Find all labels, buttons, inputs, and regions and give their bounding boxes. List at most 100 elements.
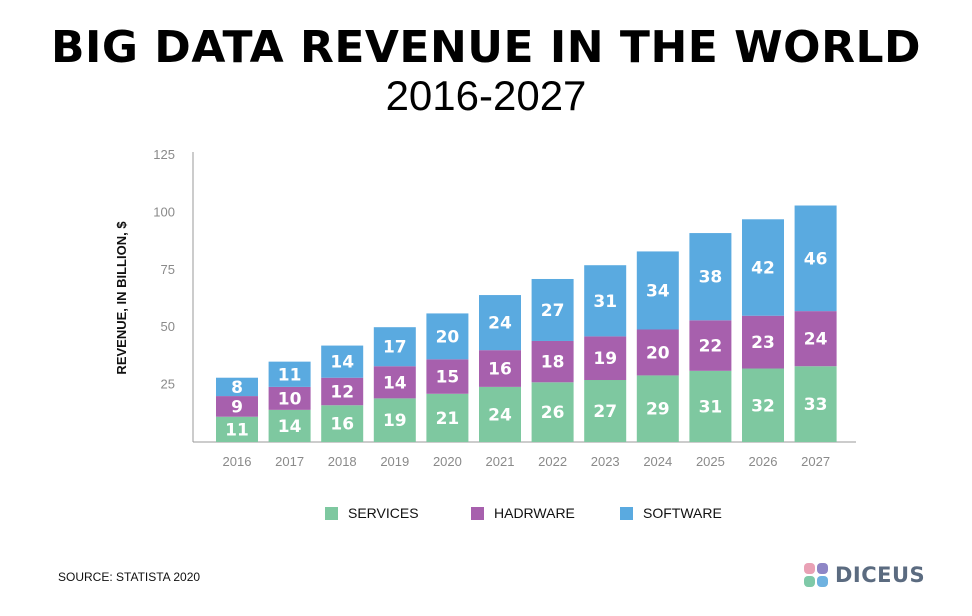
data-label-software-2019: 17 <box>383 338 407 358</box>
bar-services-2019 <box>373 398 416 442</box>
data-label-services-2018: 16 <box>330 415 354 435</box>
data-label-software-2025: 38 <box>699 268 723 288</box>
legend-swatch-hardware <box>471 506 484 520</box>
data-label-services-2027: 33 <box>804 395 828 415</box>
data-label-hadrware-2027: 24 <box>804 330 828 350</box>
bar-software-2016 <box>216 377 258 397</box>
data-label-software-2016: 8 <box>231 378 243 398</box>
x-tick-label-2026: 2026 <box>749 454 778 469</box>
data-label-services-2026: 32 <box>751 396 775 416</box>
bar-services-2025 <box>689 370 732 442</box>
data-label-software-2017: 11 <box>278 365 302 385</box>
bar-hadrware-2024 <box>636 329 679 376</box>
bar-software-2018 <box>321 345 364 378</box>
y-tick-label-25: 25 <box>161 377 175 392</box>
data-label-services-2022: 26 <box>541 403 565 423</box>
data-label-software-2022: 27 <box>541 301 565 321</box>
data-label-software-2026: 42 <box>751 259 775 279</box>
bar-hadrware-2027 <box>794 311 837 367</box>
data-label-hadrware-2020: 15 <box>436 368 460 388</box>
bar-services-2027 <box>794 366 837 442</box>
bar-services-2021 <box>479 386 521 442</box>
bar-services-2023 <box>584 380 627 442</box>
data-label-services-2016: 11 <box>225 420 249 440</box>
data-label-hadrware-2021: 16 <box>488 360 512 380</box>
bar-hadrware-2026 <box>742 315 784 369</box>
data-label-services-2020: 21 <box>436 409 460 429</box>
x-tick-label-2019: 2019 <box>380 454 409 469</box>
data-label-software-2020: 20 <box>436 327 460 347</box>
data-label-hadrware-2017: 10 <box>278 389 302 409</box>
bar-services-2018 <box>321 405 364 442</box>
x-tick-label-2021: 2021 <box>486 454 515 469</box>
x-tick-label-2022: 2022 <box>538 454 567 469</box>
source-note: SOURCE: STATISTA 2020 <box>58 570 201 584</box>
data-label-software-2023: 31 <box>593 292 617 312</box>
data-label-services-2021: 24 <box>488 405 512 425</box>
legend-label-services: SERVICES <box>348 505 419 521</box>
bar-hadrware-2023 <box>584 336 627 381</box>
bar-services-2022 <box>531 382 574 442</box>
bar-software-2027 <box>794 205 837 312</box>
clover-logo-icon <box>804 563 828 587</box>
data-label-hadrware-2025: 22 <box>699 337 723 357</box>
x-tick-label-2027: 2027 <box>801 454 830 469</box>
legend-label-software: SOFTWARE <box>643 505 722 521</box>
bar-services-2024 <box>636 375 679 442</box>
legend-item-software: SOFTWARE <box>620 505 722 521</box>
data-label-services-2025: 31 <box>699 397 723 417</box>
bar-software-2024 <box>636 251 679 330</box>
data-label-hadrware-2018: 12 <box>330 382 354 402</box>
bar-hadrware-2025 <box>689 320 732 371</box>
data-label-services-2023: 27 <box>593 402 617 422</box>
data-label-software-2018: 14 <box>330 353 354 373</box>
bar-software-2021 <box>479 295 521 351</box>
y-tick-label-75: 75 <box>161 262 175 277</box>
y-tick-label-125: 125 <box>153 147 175 162</box>
bar-hadrware-2016 <box>216 396 258 417</box>
legend-label-hardware: HADRWARE <box>494 505 575 521</box>
bar-hadrware-2018 <box>321 377 364 406</box>
bar-services-2020 <box>426 393 469 442</box>
bar-software-2026 <box>742 219 784 316</box>
x-tick-label-2024: 2024 <box>643 454 672 469</box>
bar-services-2016 <box>216 416 258 442</box>
data-label-services-2019: 19 <box>383 411 407 431</box>
bar-services-2017 <box>268 409 311 442</box>
data-label-services-2017: 14 <box>278 417 302 437</box>
legend-swatch-software <box>620 506 633 520</box>
y-tick-label-100: 100 <box>153 204 175 219</box>
chart-title: BIG DATA REVENUE IN THE WORLD <box>50 22 922 73</box>
x-tick-label-2017: 2017 <box>275 454 304 469</box>
bar-software-2019 <box>373 327 416 367</box>
legend-swatch-services <box>325 506 338 520</box>
bar-software-2017 <box>268 361 311 387</box>
data-label-software-2021: 24 <box>488 314 512 334</box>
data-label-hadrware-2019: 14 <box>383 373 407 393</box>
logo-text: DICEUS <box>835 563 926 587</box>
data-label-hadrware-2023: 19 <box>593 349 617 369</box>
y-axis-label: REVENUE, IN BILLION, $ <box>114 221 129 375</box>
brand-logo: DICEUS <box>803 562 925 588</box>
bar-hadrware-2020 <box>426 359 469 394</box>
legend-item-services: SERVICES <box>325 505 419 521</box>
chart-subtitle: 2016-2027 <box>385 72 587 119</box>
data-label-hadrware-2016: 9 <box>231 397 243 417</box>
y-tick-label-50: 50 <box>161 319 175 334</box>
data-label-hadrware-2024: 20 <box>646 343 670 363</box>
bar-software-2020 <box>426 313 469 360</box>
data-label-services-2024: 29 <box>646 400 670 420</box>
data-label-hadrware-2022: 18 <box>541 353 565 373</box>
bar-services-2026 <box>742 368 784 442</box>
bar-hadrware-2021 <box>479 350 521 387</box>
bar-hadrware-2022 <box>531 340 574 383</box>
bar-hadrware-2019 <box>373 366 416 399</box>
bar-software-2023 <box>584 265 627 337</box>
x-tick-label-2023: 2023 <box>591 454 620 469</box>
bar-hadrware-2017 <box>268 386 311 410</box>
x-tick-label-2018: 2018 <box>328 454 357 469</box>
data-label-software-2024: 34 <box>646 281 670 301</box>
legend-item-hardware: HADRWARE <box>471 505 575 521</box>
x-tick-label-2025: 2025 <box>696 454 725 469</box>
